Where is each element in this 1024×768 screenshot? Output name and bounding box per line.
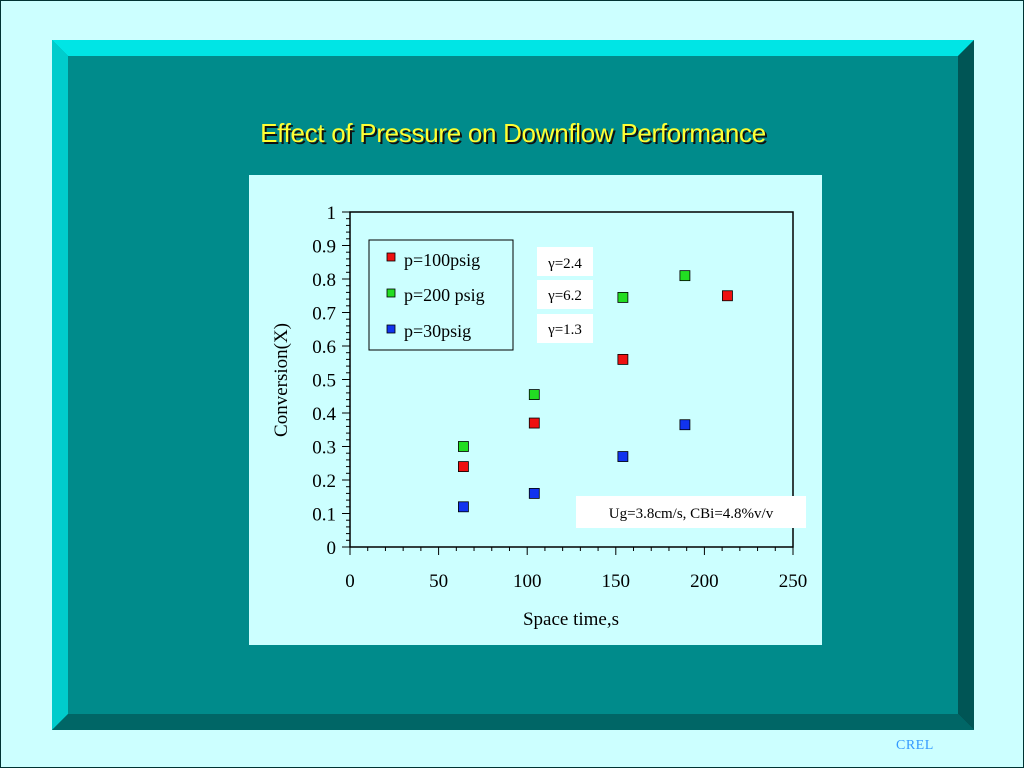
x-tick-label: 150 <box>602 571 631 592</box>
y-tick-label: 0.9 <box>312 237 336 258</box>
y-tick-label: 0.7 <box>312 304 336 325</box>
legend-label-p100: p=100psig <box>404 250 480 270</box>
legend-label-p200: p=200 psig <box>404 285 485 305</box>
data-point-series-2 <box>679 419 691 431</box>
x-tick-label: 50 <box>429 571 448 592</box>
x-axis-label: Space time,s <box>523 609 619 630</box>
legend: p=100psig p=200 psig p=30psig <box>368 239 514 351</box>
data-point-series-2 <box>528 487 540 499</box>
data-point-series-2 <box>458 501 469 513</box>
x-tick-label: 250 <box>779 571 808 592</box>
x-tick-label: 0 <box>345 571 355 592</box>
y-tick-label: 0.5 <box>312 371 336 392</box>
scatter-chart: 0 50 100 150 200 250 0 0.1 0.2 0.3 0.4 0.5 0.6 0.7 0.8… <box>271 203 808 630</box>
y-tick-label: 0.2 <box>312 471 336 492</box>
conditions-label: Ug=3.8cm/s, CBi=4.8%v/v <box>609 506 774 522</box>
legend-marker-p200 <box>386 288 396 298</box>
data-point-series-0 <box>458 461 469 473</box>
data-point-series-1 <box>458 441 469 452</box>
chart-area: 0 50 100 150 200 250 0 0.1 0.2 0.3 0.4 0.5 0.6 0.7 0.8… <box>249 175 822 645</box>
gamma-label-1: γ=2.4 <box>547 256 582 272</box>
legend-marker-p30 <box>386 324 396 334</box>
data-point-series-0 <box>722 290 733 302</box>
data-point-series-1 <box>617 292 629 303</box>
slide-title: Effect of Pressure on Downflow Performan… <box>260 118 766 148</box>
data-point-series-1 <box>679 270 691 282</box>
y-tick-label: 0.3 <box>312 438 336 459</box>
data-point-series-0 <box>528 417 540 429</box>
y-tick-label: 1 <box>327 203 337 224</box>
data-point-series-1 <box>528 389 540 400</box>
y-tick-label: 0.4 <box>312 404 336 425</box>
y-axis-label: Conversion(X) <box>271 323 292 437</box>
legend-marker-p100 <box>386 252 396 262</box>
y-tick-label: 0.1 <box>312 505 336 526</box>
data-point-series-0 <box>617 353 629 365</box>
data-point-series-2 <box>617 451 629 462</box>
crel-logo: CREL <box>896 738 934 753</box>
gamma-labels: γ=2.4 γ=6.2 γ=1.3 <box>537 247 593 343</box>
x-tick-label: 200 <box>690 571 719 592</box>
y-tick-label: 0.8 <box>312 270 336 291</box>
y-tick-label: 0.6 <box>312 337 336 358</box>
x-tick-label: 100 <box>513 571 542 592</box>
gamma-label-3: γ=1.3 <box>547 322 582 338</box>
legend-label-p30: p=30psig <box>404 321 471 341</box>
y-tick-label: 0 <box>327 538 337 559</box>
gamma-label-2: γ=6.2 <box>547 288 582 304</box>
conditions-box <box>576 496 806 528</box>
